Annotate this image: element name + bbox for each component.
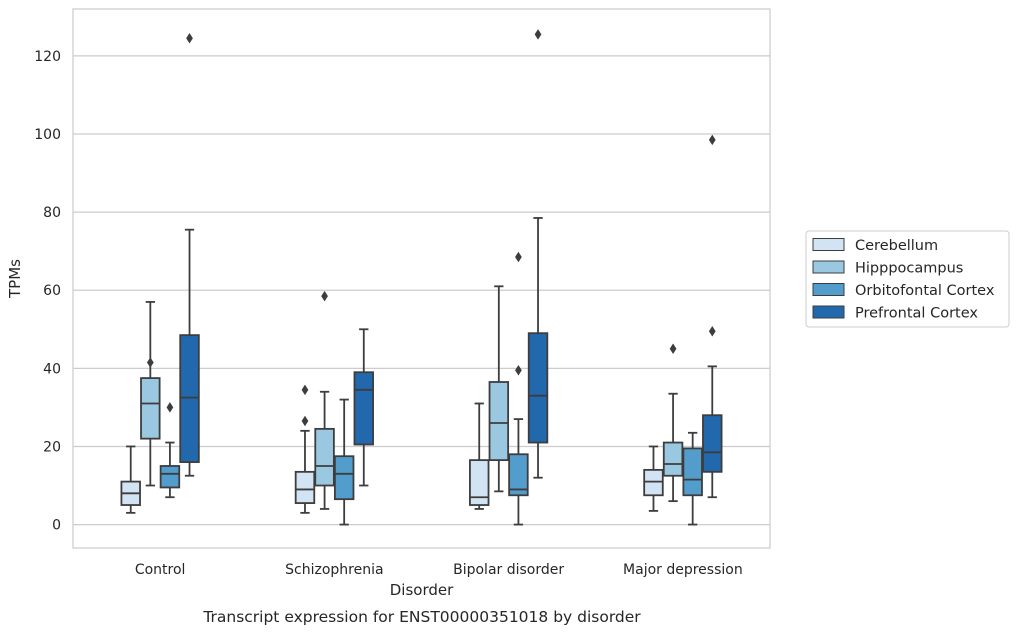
boxplot xyxy=(662,343,684,503)
boxplot xyxy=(527,29,549,479)
box-iqr xyxy=(179,334,200,463)
y-tick-label: 0 xyxy=(52,518,61,534)
y-tick-label: 20 xyxy=(43,439,61,455)
outlier-point xyxy=(166,402,174,413)
outlier-point xyxy=(515,365,522,376)
plot-frame xyxy=(72,8,771,549)
y-tick-label: 100 xyxy=(34,127,61,143)
outlier-point xyxy=(708,325,716,337)
legend-label: Orbitofontal Cortex xyxy=(855,283,995,299)
legend-swatch xyxy=(812,283,845,296)
outlier-point xyxy=(186,33,193,44)
legend-swatch xyxy=(812,238,845,251)
legend-label: Prefrontal Cortex xyxy=(855,306,978,322)
box-iqr xyxy=(294,470,316,504)
outlier-point xyxy=(669,343,677,355)
x-axis-ticks: Control Schizophrenia Bipolar disorder Majo… xyxy=(135,562,743,578)
legend: Cerebellum Hipppocampus Orbitofontal Corte… xyxy=(805,230,1010,328)
boxplot xyxy=(179,33,200,477)
box-iqr xyxy=(702,414,723,473)
boxplot xyxy=(294,384,316,514)
box-iqr xyxy=(353,371,374,446)
box-iqr xyxy=(140,377,161,440)
outlier-point xyxy=(301,415,309,427)
x-tick-label: Schizophrenia xyxy=(285,562,383,578)
boxplot xyxy=(120,445,141,514)
boxplot xyxy=(702,134,723,499)
x-tick-label: Major depression xyxy=(623,562,743,578)
boxplot xyxy=(333,398,355,526)
box-iqr xyxy=(643,468,664,497)
boxplot xyxy=(469,402,490,510)
box-iqr xyxy=(469,459,490,506)
boxplot xyxy=(643,445,664,512)
boxplot xyxy=(488,285,510,493)
boxplot xyxy=(140,301,161,487)
legend-label: Hipppocampus xyxy=(855,261,963,277)
legend-swatch xyxy=(812,305,845,319)
outlier-point xyxy=(301,384,309,396)
box-iqr xyxy=(488,381,510,462)
outlier-point xyxy=(708,134,716,146)
box-iqr xyxy=(682,447,703,497)
outlier-point xyxy=(515,251,522,263)
box-iqr xyxy=(333,455,355,501)
boxplot xyxy=(159,402,181,499)
y-axis-label: TPMs xyxy=(6,259,24,299)
y-tick-label: 80 xyxy=(43,205,61,221)
outlier-point xyxy=(321,290,328,302)
y-tick-label: 120 xyxy=(34,49,61,65)
outlier-point xyxy=(146,357,154,368)
box-iqr xyxy=(508,453,529,497)
x-axis-label: Disorder xyxy=(390,581,454,599)
boxplot xyxy=(314,290,335,510)
legend-label: Cerebellum xyxy=(855,238,938,254)
boxplot xyxy=(508,251,529,526)
boxplot xyxy=(682,431,703,526)
boxes-layer xyxy=(120,29,723,526)
y-axis-ticks: 0 20 40 60 80 100 120 xyxy=(34,49,61,534)
legend-frame xyxy=(805,230,1010,328)
x-tick-label: Bipolar disorder xyxy=(453,562,564,578)
chart-caption: Transcript expression for ENST0000035101… xyxy=(202,608,641,626)
outlier-point xyxy=(534,29,542,40)
legend-swatch xyxy=(812,260,845,274)
x-tick-label: Control xyxy=(135,562,186,578)
box-iqr xyxy=(527,332,549,444)
box-iqr xyxy=(662,441,684,477)
y-tick-label: 60 xyxy=(43,283,61,299)
box-iqr xyxy=(159,465,181,489)
box-iqr xyxy=(314,427,335,487)
y-tick-label: 40 xyxy=(43,361,61,377)
boxplot xyxy=(353,328,374,487)
